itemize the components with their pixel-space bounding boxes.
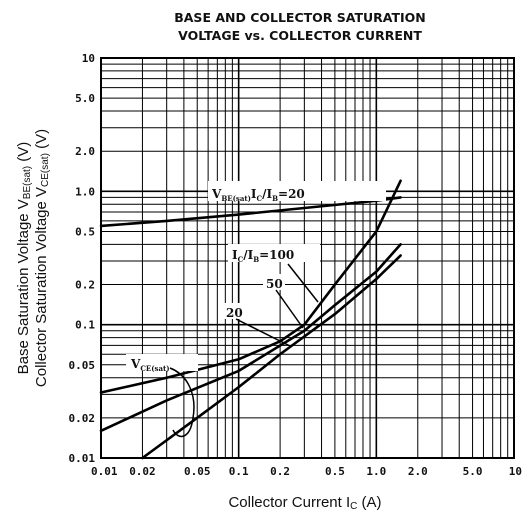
series-line-3: [99, 243, 402, 433]
ratio-100-backdrop: [228, 244, 320, 262]
x-axis-label: Collector Current IC (A): [228, 494, 381, 512]
series-line-2: [99, 179, 402, 394]
y-tick-label: 1.0: [75, 185, 95, 198]
x-tick-label: 5.0: [463, 465, 483, 478]
y-tick-label: 0.2: [75, 279, 95, 292]
x-tick-label: 0.05: [184, 465, 211, 478]
label-50-backdrop: [263, 274, 285, 290]
vce-group-bracket: [169, 367, 195, 438]
x-tick-label: 1.0: [366, 465, 386, 478]
annotation-ratio-20: 20: [226, 306, 243, 320]
series-line-4: [141, 254, 402, 460]
data-series: [99, 179, 402, 460]
vbe-label-backdrop: [208, 181, 386, 201]
y-tick-label: 0.5: [75, 225, 95, 238]
ratio-100-leader: [287, 263, 319, 303]
annotation-ratio-100: IC/IB=100: [232, 248, 294, 264]
annotation-vbe-sat: VBE(sat)IC/IB=20: [211, 187, 305, 203]
y-tick-label: 0.02: [69, 412, 96, 425]
chart-title-line-1: BASE AND COLLECTOR SATURATION: [174, 10, 426, 25]
y-tick-label: 5.0: [75, 92, 95, 105]
x-tick-label: 2.0: [408, 465, 428, 478]
label-20-backdrop: [223, 303, 245, 319]
y-tick-label: 2.0: [75, 145, 95, 158]
x-tick-label: 0.02: [129, 465, 156, 478]
ratio-20-leader: [235, 318, 291, 347]
y-tick-label: 0.05: [69, 359, 96, 372]
x-tick-labels: 0.01 0.02 0.05 0.1 0.2 0.5 1.0 2.0 5.0 10: [91, 465, 522, 478]
x-tick-label: 0.01: [91, 465, 118, 478]
annotation-vce-sat: VCE(sat): [130, 357, 170, 373]
chart-title-line-2: VOLTAGE vs. COLLECTOR CURRENT: [178, 28, 422, 43]
annotation-ratio-50: 50: [266, 277, 283, 291]
y-tick-label: 0.1: [75, 319, 95, 332]
vce-label-backdrop: [126, 354, 198, 371]
y-axis-label-collector: Collector Saturation Voltage VCE(sat) (V…: [33, 129, 51, 387]
plot-frame: [100, 57, 515, 459]
y-axis-label-base: Base Saturation Voltage VBE(sat) (V): [15, 142, 33, 375]
x-tick-label: 0.1: [229, 465, 249, 478]
ratio-50-leader: [275, 289, 304, 329]
plot-grid: [101, 58, 514, 458]
y-tick-labels: 0.01 0.02 0.05 0.1 0.2 0.5 1.0 2.0 5.0 10: [69, 52, 96, 465]
x-tick-label: 0.5: [325, 465, 345, 478]
y-tick-label: 0.01: [69, 452, 96, 465]
x-tick-label: 0.2: [270, 465, 290, 478]
y-tick-label: 10: [82, 52, 95, 65]
x-tick-label: 10: [509, 465, 522, 478]
